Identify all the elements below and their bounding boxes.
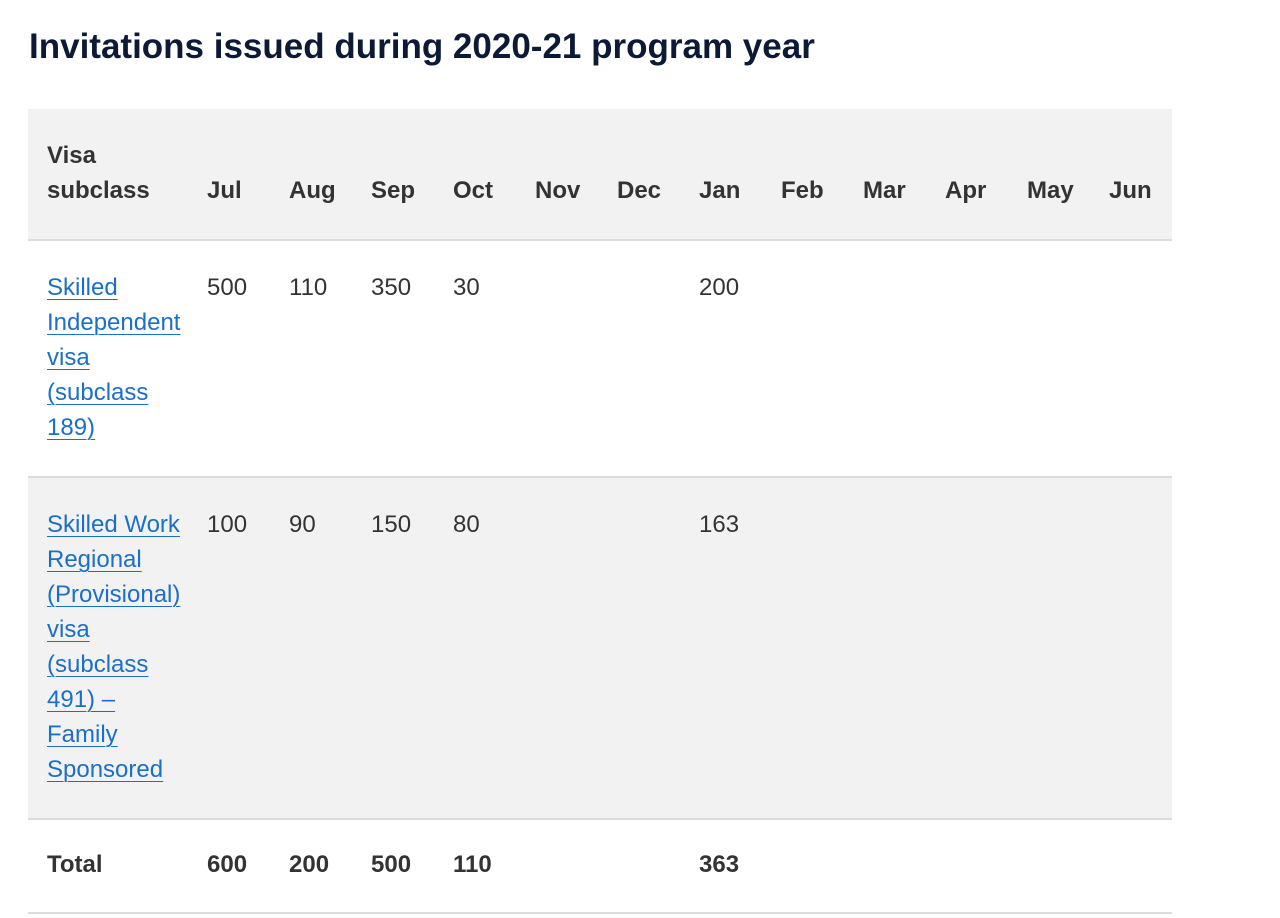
value-cell — [781, 819, 863, 914]
value-cell — [617, 477, 699, 820]
column-header: Oct — [453, 109, 535, 241]
cell-value: 600 — [207, 851, 248, 878]
cell-value: 110 — [289, 274, 328, 301]
value-cell: 110 — [289, 240, 371, 478]
cell-value: 500 — [207, 274, 248, 301]
value-cell — [535, 819, 617, 914]
column-header: Nov — [535, 109, 617, 241]
value-cell — [863, 477, 945, 820]
column-header: Jul — [207, 109, 289, 241]
value-cell: 150 — [371, 477, 453, 820]
row-label-cell: Skilled Independent visa (subclass 189) — [28, 240, 207, 478]
value-cell — [617, 240, 699, 478]
column-header: Apr — [945, 109, 1027, 241]
data-row: Skilled Work Regional (Provisional) visa… — [28, 477, 1172, 820]
row-label-cell: Skilled Work Regional (Provisional) visa… — [28, 477, 207, 820]
value-cell — [1027, 240, 1109, 478]
cell-value: 350 — [371, 274, 412, 301]
column-header: Visa subclass — [28, 109, 207, 241]
value-cell: 200 — [699, 240, 781, 478]
value-cell: 600 — [207, 819, 289, 914]
value-cell — [1109, 477, 1172, 820]
cell-value: 100 — [207, 511, 248, 538]
value-cell — [1027, 819, 1109, 914]
column-header: Feb — [781, 109, 863, 241]
cell-value: 150 — [371, 511, 412, 538]
value-cell: 500 — [207, 240, 289, 478]
column-header: Jun — [1109, 109, 1172, 241]
data-row: Skilled Independent visa (subclass 189) 5… — [28, 240, 1172, 478]
column-header: Jan — [699, 109, 781, 241]
value-cell — [863, 240, 945, 478]
row-label-cell: Total — [28, 819, 207, 914]
cell-value: 363 — [699, 851, 740, 878]
value-cell: 163 — [699, 477, 781, 820]
visa-link[interactable]: Skilled Independent visa (subclass 189) — [47, 274, 181, 441]
value-cell: 350 — [371, 240, 453, 478]
value-cell: 80 — [453, 477, 535, 820]
value-cell — [781, 477, 863, 820]
cell-value: 110 — [453, 851, 492, 878]
cell-value: 90 — [289, 511, 316, 538]
value-cell — [1109, 240, 1172, 478]
cell-value: 80 — [453, 511, 480, 538]
visa-link[interactable]: Skilled Work Regional (Provisional) visa… — [47, 511, 181, 783]
cell-value: 30 — [453, 274, 480, 301]
value-cell — [945, 240, 1027, 478]
invitations-table: Visa subclass Jul Aug Sep Oct Nov Dec Jan Feb Mar… — [28, 109, 1172, 914]
value-cell: 30 — [453, 240, 535, 478]
cell-value: 163 — [699, 511, 740, 538]
row-label: Total — [47, 851, 103, 878]
column-header: Aug — [289, 109, 371, 241]
value-cell — [945, 477, 1027, 820]
value-cell — [863, 819, 945, 914]
table-container: Visa subclass Jul Aug Sep Oct Nov Dec Jan Feb Mar… — [28, 109, 1172, 914]
value-cell — [1109, 819, 1172, 914]
column-header: Dec — [617, 109, 699, 241]
cell-value: 200 — [289, 851, 330, 878]
value-cell — [535, 477, 617, 820]
value-cell: 200 — [289, 819, 371, 914]
value-cell — [535, 240, 617, 478]
column-header: Sep — [371, 109, 453, 241]
value-cell: 90 — [289, 477, 371, 820]
column-header: Mar — [863, 109, 945, 241]
page-title: Invitations issued during 2020-21 progra… — [29, 27, 815, 66]
value-cell — [781, 240, 863, 478]
value-cell: 110 — [453, 819, 535, 914]
cell-value: 200 — [699, 274, 740, 301]
header-row: Visa subclass Jul Aug Sep Oct Nov Dec Jan Feb Mar… — [28, 109, 1172, 241]
value-cell: 100 — [207, 477, 289, 820]
table-body: Skilled Independent visa (subclass 189) 5… — [28, 240, 1172, 914]
total-row: Total 600 200 500 110 363 — [28, 819, 1172, 914]
value-cell — [1027, 477, 1109, 820]
value-cell: 363 — [699, 819, 781, 914]
cell-value: 500 — [371, 851, 412, 878]
value-cell: 500 — [371, 819, 453, 914]
value-cell — [617, 819, 699, 914]
column-header: May — [1027, 109, 1109, 241]
value-cell — [945, 819, 1027, 914]
